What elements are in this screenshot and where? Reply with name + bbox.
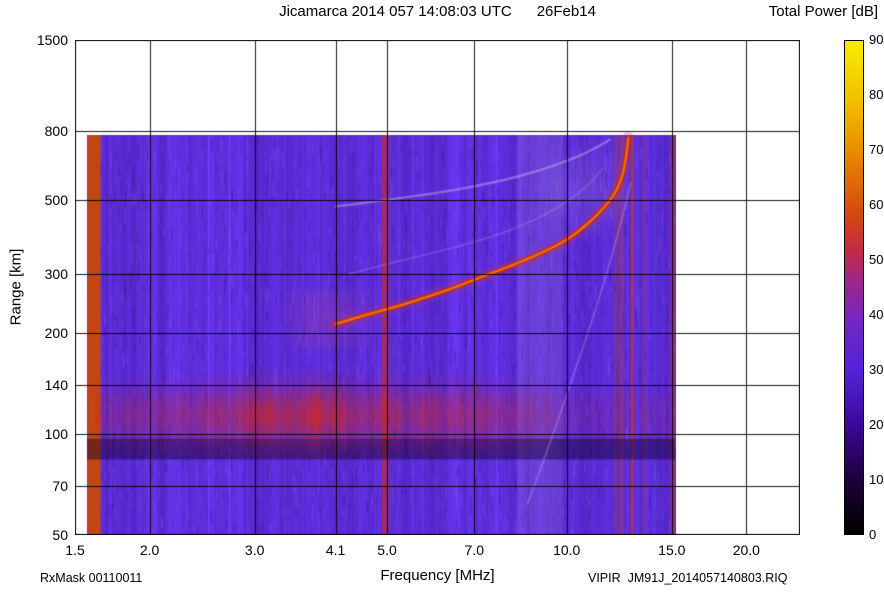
y-axis-label: Range [km] [8, 249, 25, 326]
filename-label: VIPIR JM91J_2014057140803.RIQ [588, 571, 787, 585]
x-tick-label: 5.0 [365, 542, 409, 558]
colorbar-tick-label: 20 [869, 417, 883, 432]
x-tick-label: 3.0 [233, 542, 277, 558]
colorbar-tick-label: 0 [869, 527, 876, 542]
colorbar-tick-label: 90 [869, 32, 883, 47]
y-tick-label: 500 [18, 192, 68, 208]
x-tick-label: 20.0 [724, 542, 768, 558]
colorbar-tick-label: 80 [869, 87, 883, 102]
colorbar-title: Total Power [dB] [769, 3, 878, 20]
y-tick-label: 70 [18, 478, 68, 494]
y-tick-label: 800 [18, 123, 68, 139]
rxmask-label: RxMask 00110011 [40, 571, 142, 585]
x-tick-label: 2.0 [128, 542, 172, 558]
x-tick-label: 15.0 [650, 542, 694, 558]
colorbar-tick-label: 10 [869, 472, 883, 487]
y-tick-label: 300 [18, 266, 68, 282]
y-tick-label: 100 [18, 426, 68, 442]
x-tick-label: 7.0 [452, 542, 496, 558]
x-tick-label: 1.5 [53, 542, 97, 558]
x-tick-label: 4.1 [314, 542, 358, 558]
plot-title: Jicamarca 2014 057 14:08:03 UTC 26Feb14 [75, 3, 800, 20]
y-tick-label: 50 [18, 527, 68, 543]
y-tick-label: 200 [18, 325, 68, 341]
y-tick-label: 140 [18, 377, 68, 393]
colorbar-tick-label: 40 [869, 307, 883, 322]
colorbar-gradient [844, 40, 864, 535]
colorbar-tick-label: 50 [869, 252, 883, 267]
colorbar-tick-label: 60 [869, 197, 883, 212]
colorbar-tick-label: 30 [869, 362, 883, 377]
ionogram-heatmap [75, 40, 800, 535]
colorbar-tick-label: 70 [869, 142, 883, 157]
y-tick-label: 1500 [18, 32, 68, 48]
x-tick-label: 10.0 [545, 542, 589, 558]
ionogram-chart: Jicamarca 2014 057 14:08:03 UTC 26Feb14 … [0, 0, 884, 595]
